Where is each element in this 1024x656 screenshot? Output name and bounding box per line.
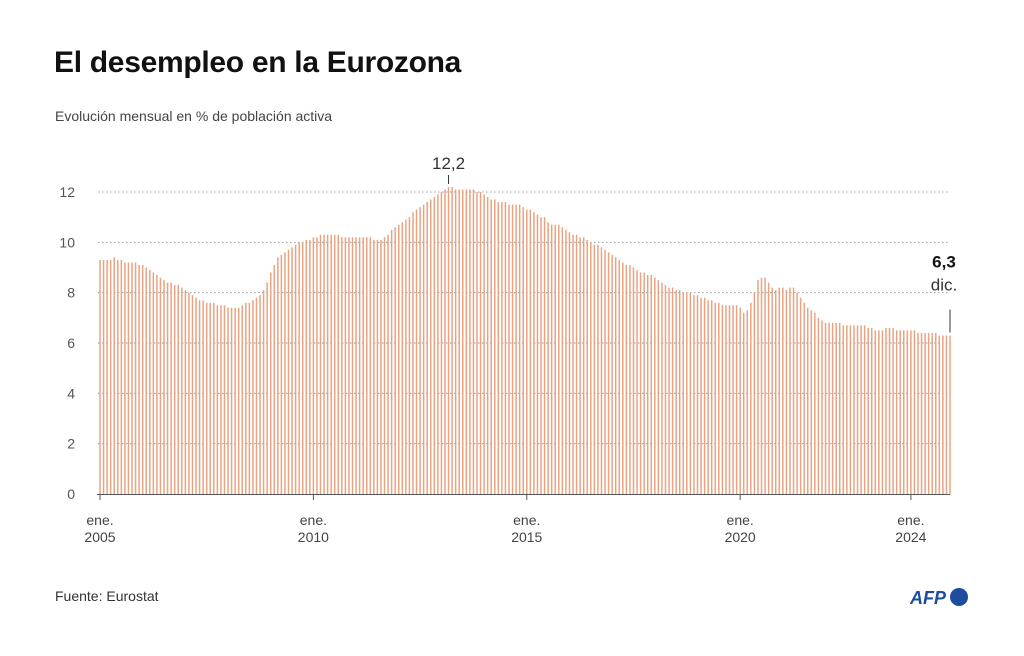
y-tick-label: 8 xyxy=(67,285,75,301)
annotation-last-value: 6,3 xyxy=(932,252,956,271)
x-tick-label-year: 2015 xyxy=(511,529,542,545)
y-tick-label: 4 xyxy=(67,385,75,401)
y-axis-ticks: 0 2 4 6 8 10 12 xyxy=(59,184,75,502)
y-tick-label: 0 xyxy=(67,486,75,502)
x-tick-label-year: 2010 xyxy=(298,529,329,545)
y-tick-label: 12 xyxy=(59,184,75,200)
x-tick-label-month: ene. xyxy=(897,512,924,528)
x-tick-label-month: ene. xyxy=(86,512,113,528)
afp-logo-text: AFP xyxy=(910,588,947,608)
x-tick-label-month: ene. xyxy=(300,512,327,528)
x-tick-label-year: 2020 xyxy=(725,529,756,545)
annotation-peak-label: 12,2 xyxy=(432,154,465,173)
chart-subtitle: Evolución mensual en % de población acti… xyxy=(55,108,333,124)
chart-title: El desempleo en la Eurozona xyxy=(54,46,462,79)
source-note: Fuente: Eurostat xyxy=(55,588,159,604)
x-tick-label-month: ene. xyxy=(727,512,754,528)
afp-logo-dot xyxy=(950,588,968,606)
y-tick-label: 2 xyxy=(67,436,75,452)
bars xyxy=(99,186,951,494)
y-tick-label: 10 xyxy=(59,234,75,250)
y-tick-label: 6 xyxy=(67,335,75,351)
x-tick-label-year: 2024 xyxy=(895,529,926,545)
annotations: 12,2 6,3 dic. xyxy=(432,154,957,333)
x-tick-label-year: 2005 xyxy=(84,529,115,545)
x-tick-label-month: ene. xyxy=(513,512,540,528)
afp-logo: AFP xyxy=(910,588,968,608)
annotation-last-month: dic. xyxy=(931,275,957,294)
